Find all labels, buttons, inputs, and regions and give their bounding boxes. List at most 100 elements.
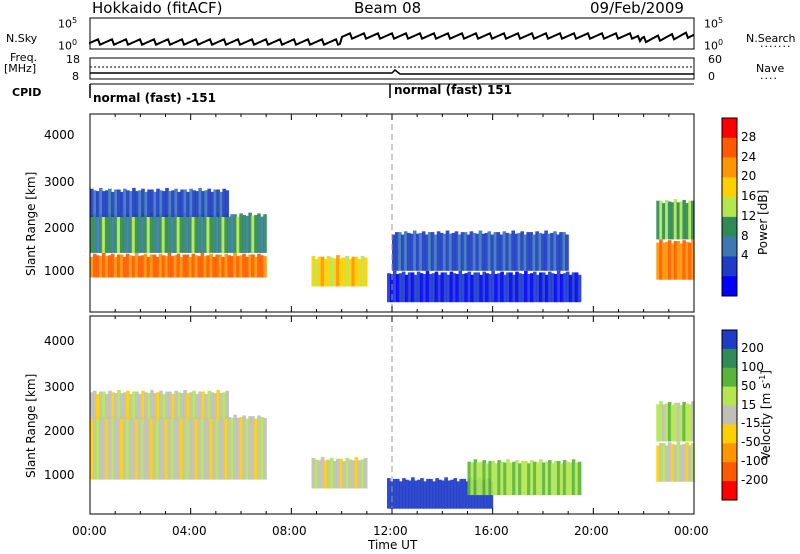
velocity-cbar-swatch: [722, 424, 737, 444]
heatmap-cell: [470, 462, 475, 496]
heatmap-cell: [320, 256, 325, 287]
heatmap-cell: [191, 213, 196, 253]
heatmap-cell: [129, 393, 133, 419]
heatmap-cell: [173, 417, 178, 480]
heatmap-cell: [197, 256, 202, 278]
heatmap-cell: [153, 191, 157, 217]
heatmap-cell: [173, 255, 178, 278]
velocity-cbar-tick: 200: [741, 340, 764, 355]
velocity-cbar-tick: 15: [741, 397, 757, 412]
heatmap-cell: [399, 481, 403, 509]
nsearch-label: N.Search: [746, 32, 796, 45]
heatmap-cell: [685, 203, 689, 240]
heatmap-cell: [562, 232, 566, 271]
heatmap-cell: [461, 274, 466, 303]
heatmap-cell: [662, 242, 666, 280]
heatmap-cell: [398, 273, 403, 303]
heatmap-cell: [143, 415, 148, 480]
heatmap-cell: [96, 417, 100, 480]
heatmap-cell: [467, 461, 472, 496]
heatmap-cell: [527, 463, 531, 496]
heatmap-cell: [140, 255, 145, 278]
heatmap-cell: [409, 233, 414, 271]
xaxis-label: Time UT: [368, 538, 418, 552]
heatmap-cell: [342, 257, 346, 287]
heatmap-cell: [239, 255, 243, 278]
heatmap-cell: [462, 478, 467, 509]
heatmap-cell: [156, 392, 160, 419]
heatmap-cell: [482, 460, 486, 496]
heatmap-cell: [230, 214, 234, 253]
heatmap-cell: [482, 271, 486, 303]
heatmap-cell: [329, 257, 334, 287]
heatmap-cell: [577, 461, 582, 496]
heatmap-cell: [682, 199, 686, 240]
heatmap-cell: [101, 252, 106, 278]
heatmap-cell: [665, 199, 669, 240]
heatmap-cell: [230, 256, 234, 278]
heatmap-cell: [167, 214, 172, 253]
heatmap-cell: [233, 214, 237, 253]
heatmap-cell: [527, 274, 531, 303]
heatmap-cell: [676, 202, 681, 240]
heatmap-cell: [263, 214, 267, 253]
heatmap-cell: [360, 255, 365, 287]
heatmap-cell: [146, 418, 151, 480]
heatmap-cell: [559, 232, 563, 271]
heatmap-cell: [203, 256, 208, 278]
heatmap-cell: [659, 239, 663, 280]
heatmap-cell: [497, 273, 501, 303]
heatmap-cell: [152, 416, 157, 480]
heatmap-cell: [132, 187, 136, 217]
heatmap-cell: [177, 392, 181, 419]
heatmap-cell: [90, 215, 94, 253]
nsky-label: N.Sky: [6, 32, 38, 45]
heatmap-cell: [538, 232, 542, 271]
heatmap-cell: [411, 477, 415, 509]
heatmap-cell: [203, 417, 208, 480]
heatmap-cell: [140, 417, 145, 480]
heatmap-cell: [168, 391, 172, 419]
heatmap-cell: [104, 417, 109, 480]
freq-label: Freq.: [10, 51, 38, 64]
heatmap-cell: [116, 212, 121, 253]
heatmap-cell: [191, 415, 196, 480]
heatmap-cell: [506, 459, 510, 496]
heatmap-cell: [207, 188, 211, 217]
heatmap-cell: [435, 478, 439, 509]
heatmap-cell: [565, 461, 570, 496]
heatmap-cell: [568, 274, 573, 303]
heatmap-cell: [107, 417, 112, 480]
heatmap-cell: [656, 242, 660, 280]
heatmap-cell: [242, 215, 246, 253]
heatmap-cell: [108, 188, 112, 217]
heatmap-cell: [218, 215, 222, 253]
heatmap-cell: [141, 390, 145, 419]
heatmap-cell: [176, 415, 181, 480]
heatmap-cell: [562, 273, 567, 303]
heatmap-cell: [518, 273, 522, 303]
heatmap-cell: [137, 256, 142, 278]
heatmap-cell: [164, 214, 169, 253]
heatmap-cell: [541, 233, 545, 271]
heatmap-cell: [562, 460, 567, 496]
heatmap-cell: [263, 256, 267, 278]
heatmap-cell: [90, 392, 94, 419]
heatmap-cell: [155, 215, 160, 253]
heatmap-cell: [434, 271, 439, 303]
xtick-0800: 08:00: [272, 524, 307, 538]
heatmap-cell: [251, 254, 255, 278]
heatmap-cell: [257, 415, 261, 480]
heatmap-cell: [186, 191, 190, 217]
heatmap-region: [311, 457, 368, 489]
velocity-cbar-swatch: [722, 367, 737, 387]
power-ytick-1000: 1000: [44, 264, 75, 278]
heatmap-cell: [535, 231, 539, 271]
heatmap-cell: [113, 256, 118, 278]
heatmap-cell: [257, 213, 261, 253]
heatmap-cell: [673, 199, 678, 240]
heatmap-cell: [398, 232, 402, 271]
heatmap-cell: [209, 415, 213, 480]
heatmap-cell: [412, 230, 417, 271]
heatmap-cell: [403, 231, 408, 271]
